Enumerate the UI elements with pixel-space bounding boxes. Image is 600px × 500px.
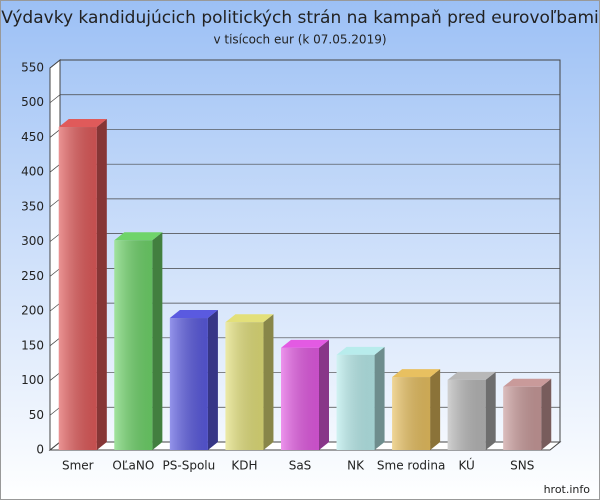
bar-shine [503, 386, 542, 450]
y-tick-label: 0 [36, 443, 44, 457]
bar-top [281, 339, 329, 348]
bar-shine [225, 322, 264, 450]
grid-line-side [49, 163, 61, 173]
bar-side-shade [263, 314, 274, 450]
bar-side-shade [152, 232, 163, 450]
bar-top [58, 119, 107, 128]
bar-side [541, 378, 552, 450]
x-tick-label: KDH [231, 459, 257, 473]
bar-side-shade [430, 369, 441, 450]
grid-line-side [49, 337, 61, 347]
side-wall [49, 58, 61, 452]
bar-side-shade [374, 346, 385, 450]
x-tick-label: OĽaNO [112, 459, 154, 473]
x-tick-label: SNS [510, 459, 534, 473]
grid-line-side [49, 372, 61, 381]
bar-top [503, 378, 552, 387]
bar-shine [169, 318, 208, 450]
grid-line-side [49, 233, 61, 242]
y-tick-label: 50 [29, 408, 44, 422]
bar-side-shade [319, 339, 329, 450]
x-tick-label: SaS [289, 459, 312, 473]
bar-top [336, 346, 385, 355]
bar-shine [114, 240, 153, 450]
x-tick-label: PS-Spolu [163, 459, 216, 473]
y-tick-label: 250 [21, 269, 44, 283]
y-tick-label: 100 [21, 373, 44, 387]
y-tick-label: 450 [21, 130, 44, 144]
bar-side [319, 339, 329, 450]
grid-line-side [49, 94, 61, 104]
bar-shine [447, 379, 486, 450]
y-tick-label: 300 [21, 234, 44, 248]
chart-subtitle: v tisícoch eur (k 07.05.2019) [213, 33, 386, 47]
bar-shine [336, 354, 375, 450]
y-tick-label: 400 [21, 165, 44, 179]
bar-side [263, 314, 274, 450]
x-tick-label: NK [347, 459, 365, 473]
bar-side [152, 232, 163, 450]
bar-side-shade [541, 378, 552, 450]
bar-top [447, 371, 496, 380]
x-tick-label: KÚ [458, 458, 474, 473]
y-tick-label: 200 [21, 304, 44, 318]
bar-side [96, 119, 107, 450]
bar-side [207, 310, 218, 450]
bar-shine [58, 127, 97, 450]
bar-side-shade [96, 119, 107, 450]
y-tick-label: 500 [21, 95, 44, 109]
chart-title: Výdavky kandidujúcich politických strán … [1, 8, 599, 28]
y-tick-label: 350 [21, 199, 44, 213]
bar-side [485, 371, 496, 450]
bar-side-shade [207, 310, 218, 450]
bar-top [169, 310, 218, 319]
bar-side-shade [485, 371, 496, 450]
bar-side [430, 369, 441, 450]
grid-line-side [49, 129, 61, 138]
grid-line-side [49, 441, 61, 451]
y-tick-label: 550 [21, 61, 44, 75]
bar-top [114, 232, 163, 241]
x-tick-label: Smer [62, 459, 94, 473]
source: hrot.info [544, 483, 591, 496]
bar-side [374, 346, 385, 450]
bar-top [392, 369, 441, 378]
y-tick-label: 150 [21, 338, 44, 352]
grid-line-side [49, 59, 61, 69]
x-tick-label: Sme rodina [377, 459, 445, 473]
grid-line-side [49, 268, 61, 277]
grid-line-side [49, 406, 61, 416]
grid-line-side [49, 198, 61, 208]
bar-shine [281, 347, 319, 450]
grid-line-side [49, 302, 61, 312]
bar-shine [392, 377, 431, 450]
bar-top [225, 314, 274, 323]
